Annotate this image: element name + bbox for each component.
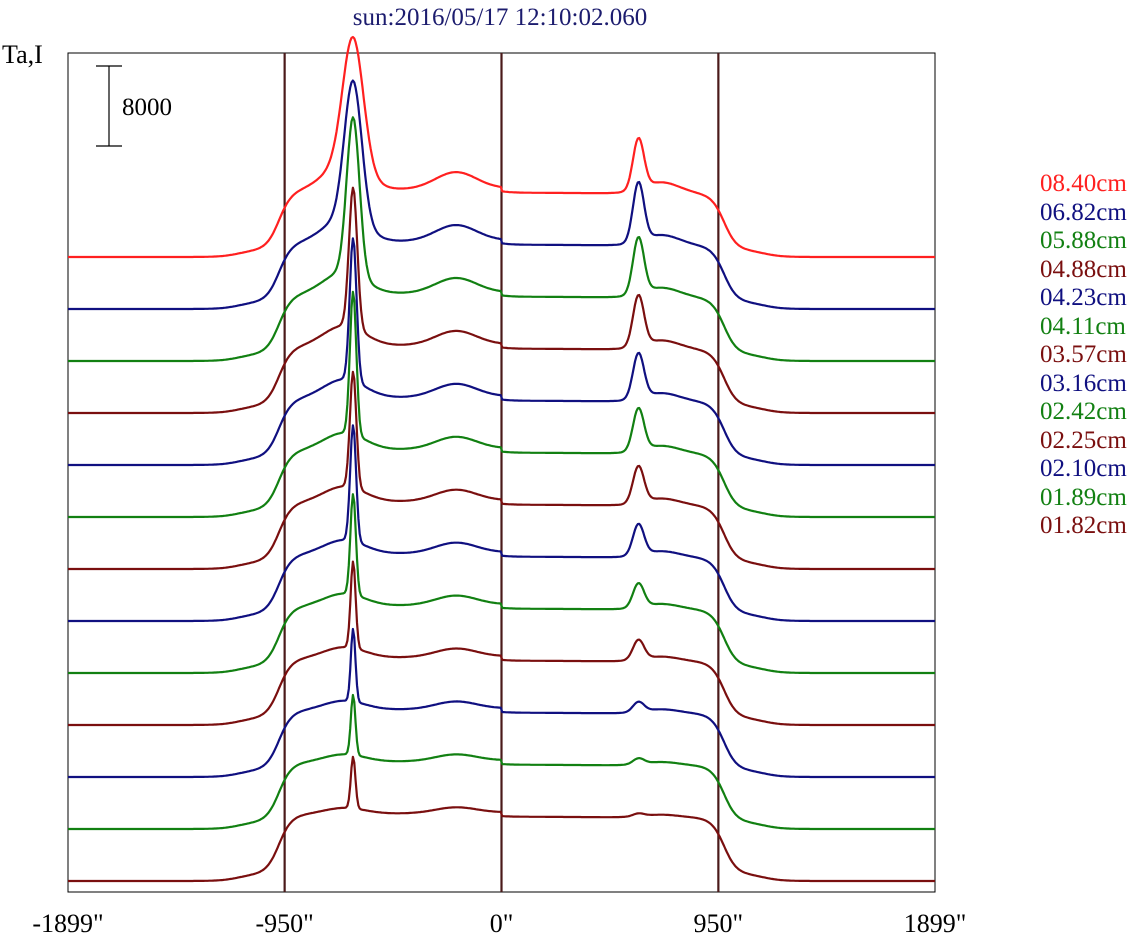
- x-tick-label: 1899": [904, 909, 967, 938]
- legend-item: 03.16cm: [1040, 369, 1127, 397]
- chart-title: sun:2016/05/17 12:10:02.060: [352, 4, 648, 31]
- series-line-01-89cm: [68, 693, 935, 831]
- series-line-06-82cm: [68, 79, 935, 311]
- legend-item: 04.23cm: [1040, 284, 1127, 311]
- legend-item: 04.88cm: [1040, 255, 1127, 283]
- scale-bar: 8000: [96, 65, 172, 147]
- series-line-04-88cm: [68, 186, 935, 415]
- legend-item: 01.89cm: [1040, 483, 1127, 511]
- legend-item: 02.10cm: [1040, 455, 1127, 482]
- legend: 08.40cm 06.82cm 05.88cm 04.88cm 04.23cm 04.11…: [1040, 170, 1127, 541]
- series-line-02-25cm: [68, 560, 935, 727]
- x-tick-label: 0": [490, 909, 514, 938]
- series-line-05-88cm: [68, 116, 935, 363]
- series-line-04-23cm: [68, 237, 935, 467]
- series-line-03-57cm: [68, 370, 935, 571]
- series-line-01-82cm: [68, 755, 935, 883]
- x-tick-labels: -1899" -950" 0" 950" 1899": [32, 909, 966, 938]
- spectra-traces: [68, 35, 935, 883]
- legend-item: 02.42cm: [1040, 398, 1127, 425]
- series-line-02-42cm: [68, 493, 935, 675]
- y-axis-label: Ta,I: [2, 40, 43, 69]
- series-line-04-11cm: [68, 290, 935, 519]
- legend-item: 01.82cm: [1040, 512, 1127, 539]
- legend-item: 02.25cm: [1040, 426, 1127, 454]
- legend-item: 08.40cm: [1040, 170, 1127, 197]
- legend-item: 06.82cm: [1040, 198, 1127, 226]
- series-line-03-16cm: [68, 424, 935, 623]
- legend-item: 04.11cm: [1040, 312, 1126, 340]
- scale-bar-label: 8000: [122, 94, 172, 121]
- series-line-02-10cm: [68, 627, 935, 779]
- legend-item: 05.88cm: [1040, 227, 1127, 254]
- legend-item: 03.57cm: [1040, 341, 1127, 368]
- vertical-reference-lines: [283, 53, 720, 892]
- series-line-08-40cm: [68, 35, 935, 259]
- x-tick-label: 950": [694, 909, 744, 938]
- x-tick-label: -1899": [32, 909, 103, 938]
- x-tick-label: -950": [255, 909, 313, 938]
